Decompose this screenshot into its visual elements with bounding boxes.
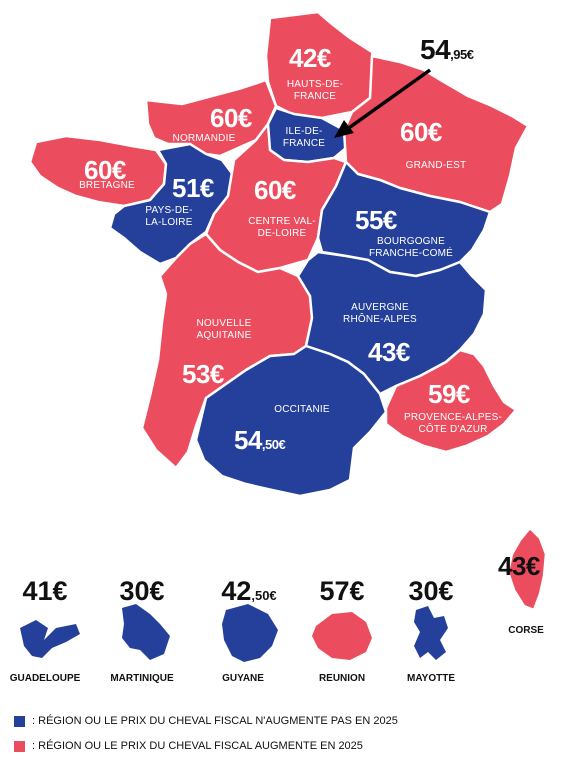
price-reunion: 57€	[319, 576, 365, 606]
label-mayotte: MAYOTTE	[407, 673, 455, 684]
reunion-shape	[312, 612, 372, 660]
region-occitanie	[194, 344, 388, 498]
price-mayotte: 30€	[408, 576, 454, 606]
price-normandie: 60€	[210, 103, 252, 133]
price-provence: 59€	[428, 379, 470, 409]
region-grand-est	[342, 54, 530, 214]
label-centre-val-de-loire: CENTRE VAL-DE-LOIRE	[248, 216, 316, 239]
label-reunion: REUNION	[318, 673, 366, 684]
price-grand-est: 60€	[400, 117, 442, 147]
label-grand-est: GRAND-EST	[405, 160, 467, 171]
label-martinique: MARTINIQUE	[110, 673, 174, 684]
price-pays-de-la-loire: 51€	[172, 173, 214, 203]
martinique-shape	[122, 604, 170, 660]
label-occitanie: OCCITANIE	[274, 404, 330, 415]
region-normandie	[144, 78, 278, 158]
label-provence: PROVENCE-ALPES-CÔTE D'AZUR	[403, 412, 503, 435]
price-bourgogne-franche-comte: 55€	[355, 205, 397, 235]
legend-blue-text: : RÉGION OU LE PRIX DU CHEVAL FISCAL N'A…	[32, 715, 398, 727]
price-corse: 43€	[498, 551, 540, 581]
price-guyane: 42,50€	[221, 576, 277, 606]
guadeloupe-shape	[20, 620, 80, 658]
label-auvergne-rhone-alpes: AUVERGNE RHÔNE-ALPES	[343, 302, 417, 325]
label-bretagne: BRETAGNE	[79, 180, 135, 191]
label-corse: CORSE	[508, 625, 544, 636]
label-pays-de-la-loire: PAYS-DE-LA-LOIRE	[145, 205, 193, 228]
price-guadeloupe: 41€	[22, 576, 68, 606]
label-hauts-de-france: HAUTS-DE-FRANCE	[286, 79, 344, 102]
label-bourgogne-franche-comte: BOURGOGNE FRANCHE-COMÉ	[368, 236, 454, 259]
guyane-shape	[222, 604, 278, 662]
price-occitanie: 54,50€	[234, 425, 286, 455]
label-guadeloupe: GUADELOUPE	[9, 673, 81, 684]
price-auvergne-rhone-alpes: 43€	[368, 337, 410, 367]
idf-arrow-head	[334, 120, 354, 138]
mayotte-shape	[414, 606, 448, 660]
price-centre-val-de-loire: 60€	[254, 175, 296, 205]
legend-red-swatch	[14, 741, 25, 752]
price-hauts-de-france: 42€	[289, 43, 331, 73]
label-ile-de-france: ILE-DE-FRANCE	[282, 126, 326, 149]
region-corse	[506, 526, 548, 612]
label-guyane: GUYANE	[222, 673, 264, 684]
price-ile-de-france: 54,95€	[420, 34, 474, 65]
label-normandie: NORMANDIE	[172, 133, 236, 144]
price-nouvelle-aquitaine: 53€	[182, 359, 224, 389]
label-nouvelle-aquitaine: NOUVELLE AQUITAINE	[196, 318, 252, 341]
region-pays-de-la-loire	[108, 142, 236, 266]
legend-blue-swatch	[14, 716, 25, 727]
region-provence	[384, 348, 518, 454]
price-martinique: 30€	[119, 576, 165, 606]
idf-arrow-line	[344, 68, 432, 132]
legend-red-text: : RÉGION OU LE PRIX DU CHEVAL FISCAL AUG…	[32, 740, 363, 752]
price-bretagne: 60€	[84, 155, 126, 185]
